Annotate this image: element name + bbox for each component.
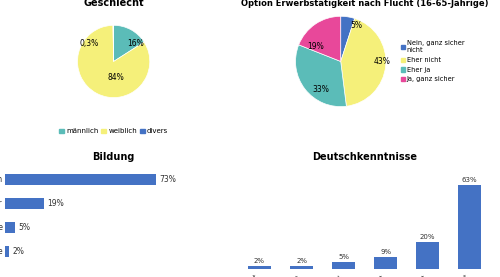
Bar bbox=[290, 266, 313, 269]
Legend: Nein, ganz sicher
nicht, Eher nicht, Eher ja, Ja, ganz sicher: Nein, ganz sicher nicht, Eher nicht, Ehe… bbox=[400, 40, 464, 83]
Text: 5%: 5% bbox=[350, 21, 362, 30]
Text: Abitur: Abitur bbox=[0, 199, 3, 208]
Title: Option Erwerbstätigkeit nach Flucht (16-65-Jährige): Option Erwerbstätigkeit nach Flucht (16-… bbox=[241, 0, 488, 7]
Text: 20%: 20% bbox=[420, 234, 436, 240]
Bar bbox=[5, 198, 44, 209]
Title: Deutschkenntnisse: Deutschkenntnisse bbox=[312, 152, 417, 162]
Bar bbox=[416, 242, 440, 269]
Text: 9%: 9% bbox=[380, 249, 391, 255]
Text: Sehr gut: Sehr gut bbox=[235, 274, 260, 277]
Bar bbox=[374, 257, 397, 269]
Wedge shape bbox=[114, 25, 144, 61]
Text: Eher schlecht: Eher schlecht bbox=[350, 274, 386, 277]
Legend: männlich, weiblich, divers: männlich, weiblich, divers bbox=[60, 129, 168, 135]
Text: 2%: 2% bbox=[254, 258, 265, 264]
Title: Geschlecht: Geschlecht bbox=[84, 0, 144, 7]
Text: Sehr schlecht: Sehr schlecht bbox=[392, 274, 428, 277]
Text: 33%: 33% bbox=[312, 84, 329, 94]
Bar bbox=[5, 174, 156, 185]
Wedge shape bbox=[296, 45, 346, 107]
Wedge shape bbox=[340, 19, 386, 106]
Text: 0,3%: 0,3% bbox=[80, 39, 98, 48]
Text: Bis zur 9. Klasse: Bis zur 9. Klasse bbox=[0, 247, 3, 256]
Wedge shape bbox=[298, 16, 341, 61]
Text: 19%: 19% bbox=[308, 42, 324, 51]
Title: Bildung: Bildung bbox=[92, 152, 135, 162]
Text: Ausreichend: Ausreichend bbox=[310, 274, 344, 277]
Text: Gar nicht: Gar nicht bbox=[444, 274, 470, 277]
Bar bbox=[5, 222, 15, 233]
Wedge shape bbox=[113, 25, 114, 61]
Text: 5%: 5% bbox=[338, 254, 349, 260]
Wedge shape bbox=[340, 16, 354, 61]
Text: 10. Klasse: 10. Klasse bbox=[0, 223, 3, 232]
Text: 84%: 84% bbox=[108, 73, 124, 82]
Text: 2%: 2% bbox=[296, 258, 307, 264]
Text: 43%: 43% bbox=[373, 57, 390, 66]
Text: 2%: 2% bbox=[12, 247, 24, 256]
Text: 5%: 5% bbox=[18, 223, 30, 232]
Text: 16%: 16% bbox=[128, 39, 144, 48]
Bar bbox=[332, 262, 355, 269]
Text: 73%: 73% bbox=[159, 175, 176, 184]
Bar bbox=[248, 266, 271, 269]
Wedge shape bbox=[78, 25, 150, 98]
Text: Studium: Studium bbox=[0, 175, 3, 184]
Bar bbox=[458, 185, 481, 269]
Text: 63%: 63% bbox=[462, 177, 477, 183]
Text: Gut: Gut bbox=[289, 274, 302, 277]
Bar bbox=[5, 246, 9, 257]
Text: 19%: 19% bbox=[48, 199, 64, 208]
